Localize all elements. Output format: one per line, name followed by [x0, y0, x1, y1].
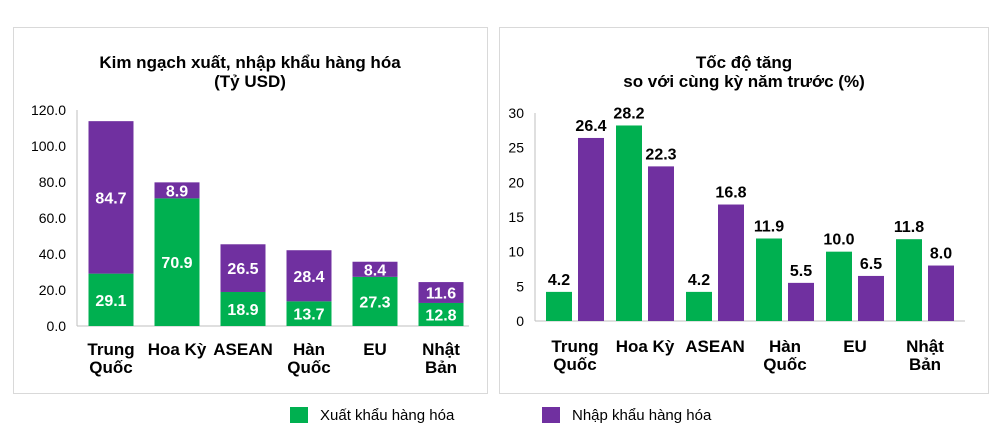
- bar-import: [718, 204, 744, 321]
- data-label-import: 8.0: [930, 246, 952, 263]
- data-label-import: 6.5: [860, 256, 882, 273]
- data-label-export: 10.0: [823, 232, 854, 249]
- x-tick-label: EU: [363, 340, 387, 359]
- x-tick-label: Quốc: [763, 355, 806, 374]
- data-label-import: 84.7: [95, 190, 126, 207]
- y-tick-label: 20: [508, 174, 524, 190]
- x-tick-label: Bản: [909, 355, 941, 374]
- legend-swatch-import: [542, 407, 560, 423]
- y-tick-label: 120.0: [31, 102, 66, 118]
- bar-export: [826, 251, 852, 321]
- bar-export: [286, 301, 332, 326]
- y-tick-label: 100.0: [31, 138, 66, 154]
- data-label-import: 26.4: [575, 118, 606, 135]
- y-tick-label: 80.0: [39, 174, 66, 190]
- chart-panel-growth-rate: Tốc độ tăng so với cùng kỳ năm trước (%) 0…: [499, 27, 989, 394]
- y-tick-label: 20.0: [39, 282, 66, 298]
- data-label-export: 28.2: [613, 105, 644, 122]
- bar-export: [88, 273, 134, 326]
- y-tick-label: 0: [516, 313, 524, 329]
- data-label-import: 8.4: [364, 262, 386, 279]
- bar-import: [88, 121, 134, 274]
- y-tick-label: 15: [508, 209, 524, 225]
- data-label-export: 4.2: [688, 272, 710, 289]
- bar-import: [418, 282, 464, 303]
- bar-import: [352, 261, 398, 277]
- bar-export: [616, 125, 642, 321]
- x-tick-label: Quốc: [89, 358, 132, 377]
- y-tick-label: 10: [508, 244, 524, 260]
- bar-import: [648, 166, 674, 321]
- bar-export: [220, 291, 266, 326]
- legend-swatch-export: [290, 407, 308, 423]
- bar-export: [352, 276, 398, 326]
- x-tick-label: Hoa Kỳ: [616, 337, 675, 356]
- chart-panel-trade-value: Kim ngạch xuất, nhập khẩu hàng hóa (Tỷ US…: [13, 27, 488, 394]
- chart-title-line: so với cùng kỳ năm trước (%): [623, 72, 864, 91]
- data-label-import: 16.8: [715, 185, 746, 202]
- data-label-export: 12.8: [425, 307, 456, 324]
- bar-import: [858, 275, 884, 321]
- chart-title-line: (Tỷ USD): [214, 72, 286, 91]
- x-tick-label: ASEAN: [685, 337, 745, 356]
- data-label-export: 4.2: [548, 272, 570, 289]
- data-label-export: 29.1: [95, 293, 126, 310]
- y-tick-label: 40.0: [39, 246, 66, 262]
- data-label-import: 28.4: [293, 269, 324, 286]
- data-label-export: 18.9: [227, 302, 258, 319]
- x-tick-label: Quốc: [553, 355, 596, 374]
- bar-export: [154, 198, 200, 326]
- bar-export: [756, 238, 782, 321]
- bar-import: [220, 244, 266, 292]
- x-tick-label: Nhật: [422, 340, 460, 359]
- x-tick-label: Quốc: [287, 358, 330, 377]
- data-label-export: 27.3: [359, 294, 390, 311]
- legend-label-import: Nhập khẩu hàng hóa: [572, 406, 712, 424]
- data-label-export: 70.9: [161, 255, 192, 272]
- bar-export: [896, 239, 922, 321]
- legend-item-import: Nhập khẩu hàng hóa: [542, 405, 711, 425]
- y-tick-label: 25: [508, 140, 524, 156]
- x-tick-label: Trung: [551, 337, 598, 356]
- x-tick-label: EU: [843, 337, 867, 356]
- chart-title-line: Kim ngạch xuất, nhập khẩu hàng hóa: [99, 53, 401, 72]
- x-tick-label: Hoa Kỳ: [148, 340, 207, 359]
- bar-import: [928, 265, 954, 321]
- x-tick-label: Bản: [425, 358, 457, 377]
- legend-item-export: Xuất khẩu hàng hóa: [290, 405, 454, 425]
- x-tick-label: Nhật: [906, 337, 944, 356]
- data-label-import: 11.6: [426, 286, 456, 303]
- chart-title-line: Tốc độ tăng: [696, 53, 792, 72]
- data-label-export: 13.7: [293, 307, 324, 324]
- x-tick-label: Hàn: [769, 337, 801, 356]
- bar-export: [546, 291, 572, 321]
- bar-import: [286, 250, 332, 302]
- bar-import: [154, 182, 200, 199]
- x-tick-label: Hàn: [293, 340, 325, 359]
- bar-export: [686, 291, 712, 321]
- data-label-export: 11.9: [754, 218, 784, 235]
- x-tick-label: Trung: [87, 340, 134, 359]
- legend-label-export: Xuất khẩu hàng hóa: [320, 406, 455, 424]
- x-tick-label: ASEAN: [213, 340, 273, 359]
- bar-import: [578, 137, 604, 321]
- data-label-import: 22.3: [645, 146, 676, 163]
- data-label-export: 11.8: [894, 219, 924, 236]
- y-tick-label: 60.0: [39, 210, 66, 226]
- chart-trade-value: Kim ngạch xuất, nhập khẩu hàng hóa(Tỷ US…: [31, 53, 469, 377]
- data-label-import: 8.9: [166, 183, 188, 200]
- y-tick-label: 5: [516, 278, 524, 294]
- data-label-import: 5.5: [790, 263, 812, 280]
- bar-import: [788, 282, 814, 321]
- y-tick-label: 0.0: [47, 318, 67, 334]
- y-tick-label: 30: [508, 105, 524, 121]
- data-label-import: 26.5: [227, 261, 258, 278]
- bar-export: [418, 302, 464, 326]
